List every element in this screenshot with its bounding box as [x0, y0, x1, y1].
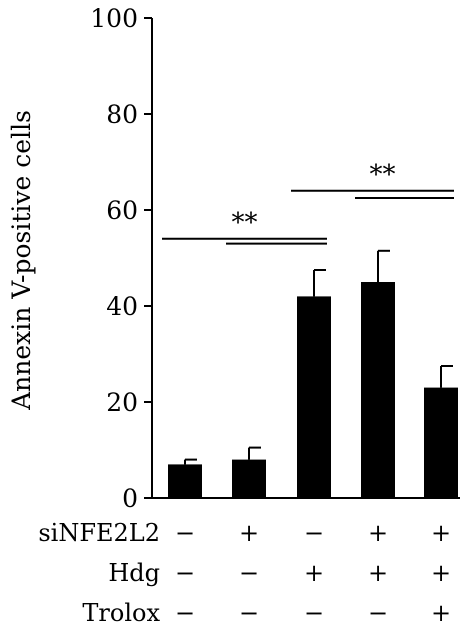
bar — [424, 387, 458, 498]
condition-symbol: + — [304, 559, 324, 587]
y-axis: 0 20 40 60 80 100 — [90, 4, 460, 513]
condition-label: Trolox — [82, 599, 160, 627]
condition-label: Hdg — [108, 559, 160, 587]
condition-symbol: − — [304, 519, 324, 547]
condition-symbol: − — [304, 599, 324, 627]
condition-symbol: + — [431, 519, 451, 547]
y-tick-label: 20 — [106, 388, 138, 417]
condition-symbol: + — [431, 559, 451, 587]
condition-symbol: + — [368, 519, 388, 547]
sig-label: ** — [232, 208, 258, 238]
condition-symbol: − — [175, 559, 195, 587]
y-tick-label: 100 — [90, 4, 138, 33]
significance-brackets: ** ** — [162, 160, 454, 245]
condition-symbol: + — [431, 599, 451, 627]
condition-symbol: − — [175, 519, 195, 547]
bar — [232, 459, 266, 498]
condition-label: siNFE2L2 — [38, 519, 160, 547]
bar — [168, 464, 202, 498]
bar — [297, 296, 331, 498]
y-tick-label: 0 — [122, 484, 138, 513]
condition-symbol: − — [239, 559, 259, 587]
y-tick-label: 60 — [106, 196, 138, 225]
bars — [168, 249, 458, 498]
condition-symbol: − — [175, 599, 195, 627]
sig-label: ** — [370, 160, 396, 190]
condition-symbol: + — [239, 519, 259, 547]
bar — [361, 282, 395, 498]
y-tick-label: 80 — [106, 100, 138, 129]
condition-table: siNFE2L2− + − + +Hdg − − + + +Trolox − − − − + — [38, 519, 451, 627]
condition-symbol: − — [239, 599, 259, 627]
condition-symbol: + — [368, 559, 388, 587]
y-tick-label: 40 — [106, 292, 138, 321]
y-axis-title: Annexin V-positive cells — [7, 110, 36, 411]
condition-symbol: − — [368, 599, 388, 627]
